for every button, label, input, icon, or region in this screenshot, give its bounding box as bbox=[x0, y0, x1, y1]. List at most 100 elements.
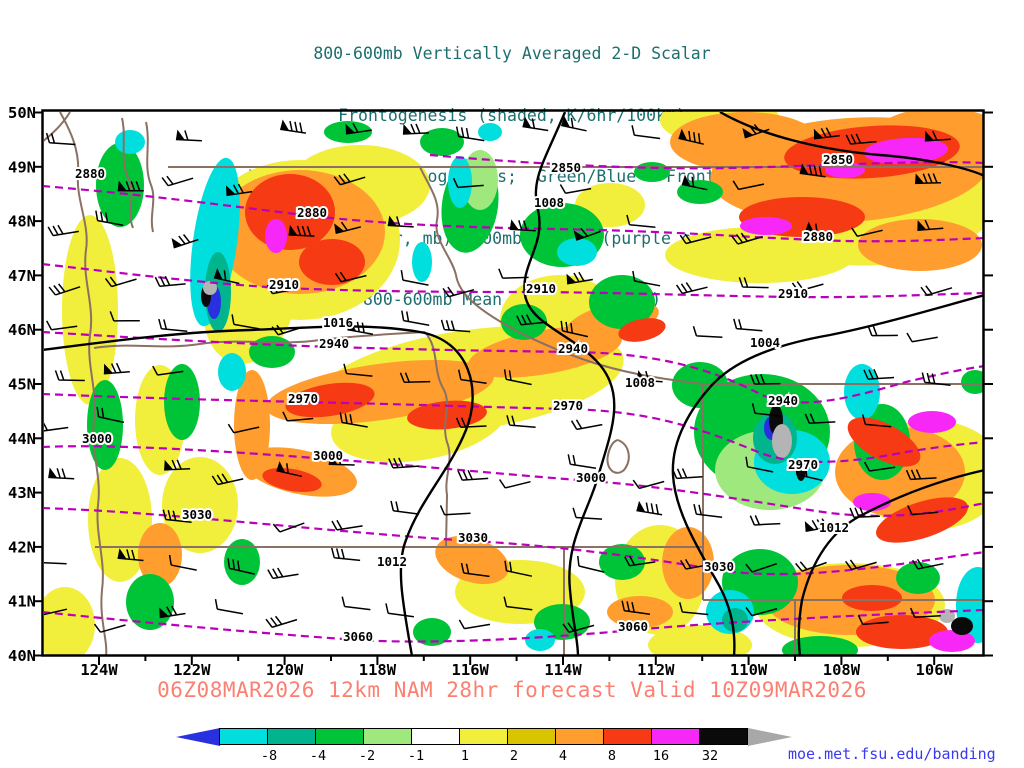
puget-sound bbox=[121, 117, 134, 229]
colorbar-box bbox=[507, 728, 556, 745]
wind-barb bbox=[921, 372, 951, 386]
wind-barb bbox=[624, 555, 656, 567]
contour-label: 3030 bbox=[458, 530, 488, 545]
wind-barb bbox=[44, 421, 69, 432]
wind-barb bbox=[631, 125, 661, 140]
wind-barb bbox=[388, 457, 419, 469]
wind-barb bbox=[44, 606, 68, 616]
wind-barb bbox=[162, 509, 192, 524]
contour-label: 2910 bbox=[778, 286, 808, 301]
wind-barb bbox=[331, 519, 363, 531]
forecast-valid-text: 06Z08MAR2026 12km NAM 28hr forecast Vali… bbox=[157, 678, 867, 702]
lat-label: 42N bbox=[8, 538, 36, 556]
wind-barb bbox=[863, 461, 896, 472]
credit-link[interactable]: moe.met.fsu.edu/banding bbox=[788, 745, 996, 763]
wind-barb bbox=[385, 603, 415, 618]
colorbar-box bbox=[219, 728, 268, 745]
shading-blob bbox=[876, 497, 968, 543]
wind-barb bbox=[93, 623, 126, 633]
wind-barb bbox=[503, 596, 533, 611]
wind-barb bbox=[117, 180, 144, 192]
wind-barb bbox=[845, 133, 877, 145]
contour-label: 3000 bbox=[313, 448, 343, 463]
wind-barb bbox=[845, 559, 877, 571]
wind-barb bbox=[161, 175, 194, 187]
colorbar-tick-label: 16 bbox=[652, 748, 670, 764]
wind-barb bbox=[791, 281, 824, 292]
contour-label: 2910 bbox=[269, 277, 299, 292]
columbia-river-border bbox=[93, 331, 426, 349]
wind-barb bbox=[343, 363, 373, 377]
lon-label: 122W bbox=[173, 661, 211, 679]
height-contour-2940 bbox=[44, 331, 983, 404]
wind-barb bbox=[851, 227, 883, 238]
lat-label: 49N bbox=[8, 158, 36, 176]
wind-barb bbox=[345, 122, 372, 135]
mslp-contour bbox=[44, 325, 474, 655]
wind-barb bbox=[506, 415, 536, 428]
colorbar-box bbox=[411, 728, 460, 745]
wind-barb bbox=[572, 507, 603, 520]
lon-label: 110W bbox=[730, 661, 768, 679]
wind-barb bbox=[103, 362, 130, 375]
mslp-contour bbox=[797, 469, 983, 655]
shading-blob bbox=[413, 618, 451, 646]
colorbar-box bbox=[315, 728, 364, 745]
wind-barb bbox=[805, 221, 831, 238]
shading-blob bbox=[847, 417, 921, 467]
colorbar-tick-label: -1 bbox=[407, 748, 425, 764]
wind-barb bbox=[154, 275, 186, 288]
wind-barb bbox=[460, 562, 490, 578]
wind-barb bbox=[117, 548, 144, 562]
wind-barb bbox=[457, 369, 487, 384]
shading-blob bbox=[634, 162, 670, 182]
shading-blob bbox=[618, 318, 666, 342]
wind-barb bbox=[288, 224, 315, 237]
shading-blob bbox=[842, 585, 902, 611]
lat-label: 50N bbox=[8, 104, 36, 122]
wind-barb bbox=[390, 500, 420, 515]
wind-barb bbox=[276, 461, 302, 478]
lon-label: 114W bbox=[544, 661, 582, 679]
wind-barb bbox=[795, 561, 827, 572]
wind-barb bbox=[559, 184, 592, 194]
colorbar-tick-label: 1 bbox=[460, 748, 470, 764]
wind-barb bbox=[265, 615, 298, 628]
wind-barb bbox=[567, 454, 597, 469]
wind-barb bbox=[731, 232, 763, 245]
lat-label: 40N bbox=[8, 647, 36, 665]
wind-barb bbox=[861, 414, 892, 428]
lat-label: 44N bbox=[8, 430, 36, 448]
wind-barb bbox=[636, 500, 663, 516]
wind-barb bbox=[503, 369, 532, 386]
contour-label: 1012 bbox=[377, 554, 407, 569]
wind-barb bbox=[561, 115, 587, 132]
wind-barb bbox=[171, 234, 199, 249]
contour-label: 2850 bbox=[551, 160, 581, 175]
shading-blob bbox=[87, 380, 123, 470]
shading-blob bbox=[670, 112, 820, 172]
wind-barb bbox=[516, 314, 548, 326]
contour-label: 2880 bbox=[297, 205, 327, 220]
wind-barb bbox=[399, 372, 431, 383]
contour-label: 1004 bbox=[750, 335, 780, 350]
contour-label: 2970 bbox=[288, 391, 318, 406]
colorbar bbox=[176, 727, 792, 746]
wind-barb bbox=[455, 417, 487, 428]
shading-blob bbox=[782, 636, 858, 655]
wind-barb bbox=[509, 219, 536, 232]
wind-barb bbox=[95, 210, 124, 227]
contour-label: 3000 bbox=[82, 431, 112, 446]
shading-blob bbox=[262, 467, 322, 493]
contour-label: 1016 bbox=[323, 315, 353, 330]
shading-blob bbox=[265, 219, 287, 253]
wind-barb bbox=[227, 423, 260, 434]
shading-blob bbox=[218, 353, 246, 391]
contour-label: 2940 bbox=[768, 393, 798, 408]
wind-barb bbox=[693, 504, 723, 519]
wind-barb bbox=[799, 163, 826, 178]
wind-barb bbox=[560, 320, 589, 338]
colorbar-tick-label: -2 bbox=[358, 748, 376, 764]
shading-blob bbox=[961, 370, 983, 394]
